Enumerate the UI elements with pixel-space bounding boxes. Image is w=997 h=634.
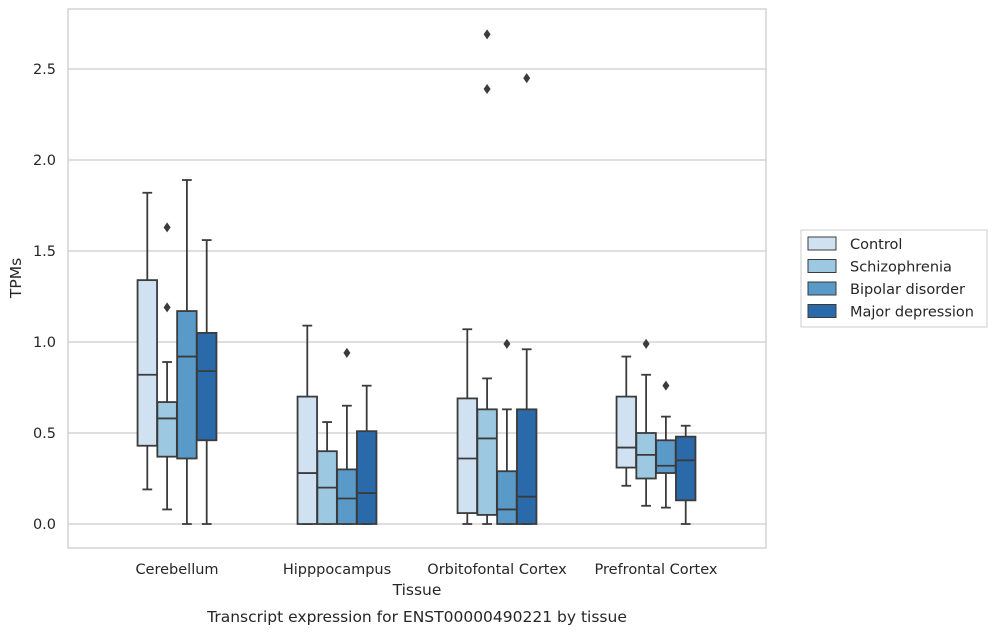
outlier-point — [662, 380, 670, 391]
legend-swatch — [807, 236, 837, 251]
chart-caption: Transcript expression for ENST0000049022… — [206, 608, 627, 626]
box-plot — [336, 347, 358, 525]
y-tick-label: 0.0 — [33, 517, 56, 533]
box-iqr — [675, 435, 697, 502]
outlier-point — [483, 84, 491, 95]
box-plot — [635, 338, 657, 507]
box-iqr — [196, 331, 218, 442]
box-groups — [136, 29, 697, 525]
x-tick-labels: Cerebellum Hipppocampus Orbitofontal Corte… — [135, 562, 717, 578]
legend: Control Schizophrenia Bipolar disorder Majo… — [800, 229, 988, 328]
x-tick-label: Hipppocampus — [283, 562, 391, 578]
y-tick-labels: 0.0 0.5 1.0 1.5 2.0 2.5 — [33, 62, 56, 533]
outlier-point — [523, 73, 531, 84]
box-iqr — [136, 279, 158, 447]
box-iqr — [615, 395, 637, 469]
box-plot — [476, 29, 498, 525]
y-axis-label: TPMs — [7, 258, 25, 299]
box-plot — [615, 355, 637, 487]
outlier-point — [163, 222, 171, 233]
box-iqr — [176, 310, 198, 460]
box-plot — [516, 73, 538, 525]
box-iqr — [516, 408, 538, 525]
box-iqr — [356, 430, 378, 525]
box-plot — [496, 338, 518, 525]
box-plot — [356, 384, 378, 525]
box-iqr — [655, 439, 677, 474]
box-plot — [316, 421, 338, 525]
x-tick-label: Prefrontal Cortex — [595, 562, 718, 578]
box-iqr — [336, 468, 358, 525]
box-plot — [456, 328, 478, 525]
outlier-point — [642, 338, 650, 349]
box-plot — [296, 324, 318, 525]
legend-label: Bipolar disorder — [850, 282, 965, 298]
box-iqr — [496, 470, 518, 525]
box-plot — [675, 424, 697, 525]
box-iqr — [635, 432, 657, 480]
box-plot — [196, 239, 218, 525]
y-tick-label: 0.5 — [33, 426, 56, 442]
y-tick-label: 1.5 — [33, 244, 56, 260]
legend-swatch — [807, 304, 837, 318]
x-axis-label: Tissue — [392, 581, 442, 599]
legend-label: Major depression — [850, 305, 974, 321]
legend-label: Control — [850, 237, 902, 253]
box-iqr — [456, 397, 478, 514]
legend-swatch — [807, 259, 837, 273]
legend-swatch — [807, 281, 837, 296]
y-tick-label: 2.0 — [33, 153, 56, 169]
legend-label: Schizophrenia — [850, 260, 952, 276]
box-iqr — [156, 401, 178, 458]
box-iqr — [296, 395, 318, 525]
x-tick-label: Orbitofontal Cortex — [427, 562, 567, 578]
outlier-point — [503, 338, 511, 349]
y-tick-label: 2.5 — [33, 62, 56, 78]
outlier-point — [483, 29, 491, 40]
plot-area-frame — [67, 8, 767, 549]
box-iqr — [476, 408, 498, 516]
box-plot — [176, 179, 198, 525]
y-tick-label: 1.0 — [33, 335, 56, 351]
box-plot — [136, 191, 158, 491]
box-plot — [655, 380, 677, 509]
x-tick-label: Cerebellum — [135, 562, 218, 578]
outlier-point — [343, 347, 351, 358]
outlier-point — [163, 302, 171, 313]
box-plot — [156, 222, 178, 511]
